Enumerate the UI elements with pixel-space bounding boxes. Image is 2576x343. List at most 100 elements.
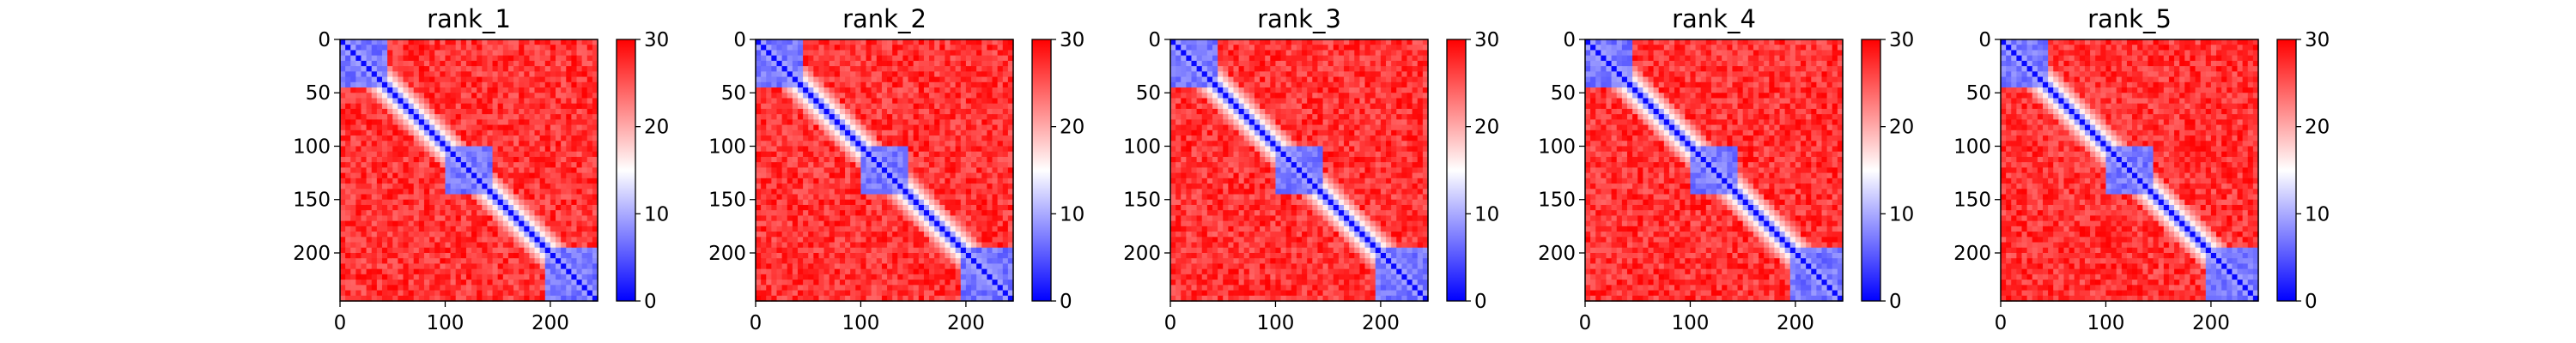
heatmap-cell xyxy=(871,172,878,179)
heatmap-cell xyxy=(539,81,546,88)
heatmap-cell xyxy=(502,268,509,275)
heatmap-cell xyxy=(913,252,920,259)
heatmap-cell xyxy=(902,215,909,222)
heatmap-cell xyxy=(960,199,967,206)
heatmap-cell xyxy=(392,108,398,115)
heatmap-cell xyxy=(939,55,946,62)
heatmap-cell xyxy=(902,39,909,45)
heatmap-cell xyxy=(992,258,999,265)
heatmap-cell xyxy=(376,87,383,93)
heatmap-cell xyxy=(482,162,489,168)
heatmap-cell xyxy=(376,108,383,115)
heatmap-cell xyxy=(787,290,793,297)
heatmap-cell xyxy=(987,226,993,232)
heatmap-cell xyxy=(556,146,562,153)
heatmap-cell xyxy=(497,184,504,190)
heatmap-cell xyxy=(376,184,383,190)
heatmap-cell xyxy=(929,215,935,222)
heatmap-cell xyxy=(945,45,951,51)
heatmap-cell xyxy=(1002,71,1009,78)
heatmap-cell xyxy=(908,274,914,280)
heatmap-cell xyxy=(797,232,804,238)
heatmap-cell xyxy=(771,204,778,211)
heatmap-cell xyxy=(776,290,783,297)
heatmap-cell xyxy=(487,295,494,302)
heatmap-cell xyxy=(881,204,888,211)
heatmap-cell xyxy=(398,71,404,78)
heatmap-cell xyxy=(529,129,536,136)
heatmap-cell xyxy=(981,189,987,196)
heatmap-cell xyxy=(361,290,368,297)
heatmap-cell xyxy=(866,87,872,93)
heatmap-cell xyxy=(592,55,598,62)
heatmap-cell xyxy=(1265,39,1271,45)
heatmap-cell xyxy=(876,114,883,120)
heatmap-cell xyxy=(529,151,536,158)
heatmap-cell xyxy=(592,194,598,201)
heatmap-cell xyxy=(534,45,541,51)
heatmap-cell xyxy=(945,242,951,249)
heatmap-cell xyxy=(492,45,499,51)
heatmap-cell xyxy=(913,220,920,227)
heatmap-cell xyxy=(918,247,925,254)
heatmap-cell xyxy=(834,81,841,88)
heatmap-cell xyxy=(950,146,957,153)
heatmap-cell xyxy=(592,146,598,153)
heatmap-cell xyxy=(571,124,578,131)
heatmap-cell xyxy=(550,151,556,158)
heatmap-cell xyxy=(345,50,351,57)
heatmap-cell xyxy=(529,146,536,153)
heatmap-cell xyxy=(787,141,793,147)
heatmap-cell xyxy=(803,81,809,88)
heatmap-cell xyxy=(771,172,778,179)
heatmap-cell xyxy=(871,215,878,222)
heatmap-cell xyxy=(1007,184,1014,190)
heatmap-cell xyxy=(923,151,930,158)
heatmap-cell xyxy=(860,184,867,190)
heatmap-cell xyxy=(834,199,841,206)
heatmap-cell xyxy=(965,178,972,184)
heatmap-cell xyxy=(971,146,977,153)
heatmap-cell xyxy=(908,129,914,136)
heatmap-cell xyxy=(465,210,472,216)
heatmap-cell xyxy=(345,151,351,158)
heatmap-cell xyxy=(818,290,825,297)
heatmap-cell xyxy=(1206,39,1213,45)
heatmap-cell xyxy=(950,167,957,174)
heatmap-cell xyxy=(571,141,578,147)
heatmap-cell xyxy=(776,141,783,147)
heatmap-cell xyxy=(834,274,841,280)
heatmap-cell xyxy=(371,290,378,297)
heatmap-cell xyxy=(465,285,472,292)
heatmap-cell xyxy=(361,242,368,249)
heatmap-cell xyxy=(398,66,404,72)
heatmap-cell xyxy=(987,252,993,259)
heatmap-cell xyxy=(887,258,893,265)
heatmap-cell xyxy=(876,146,883,153)
heatmap-cell xyxy=(771,93,778,99)
heatmap-cell xyxy=(544,81,551,88)
heatmap-cell xyxy=(586,285,593,292)
heatmap-cell xyxy=(387,280,393,286)
heatmap-cell xyxy=(766,71,772,78)
heatmap-cell xyxy=(592,129,598,136)
heatmap-cell xyxy=(818,135,825,141)
heatmap-cell xyxy=(524,151,531,158)
heatmap-cell xyxy=(855,167,862,174)
heatmap-cell xyxy=(939,167,946,174)
heatmap-cell xyxy=(376,232,383,238)
heatmap-cell xyxy=(797,93,804,99)
heatmap-cell xyxy=(818,210,825,216)
heatmap-cell xyxy=(408,81,415,88)
heatmap-cell xyxy=(965,45,972,51)
heatmap-cell xyxy=(913,103,920,110)
heatmap-cell xyxy=(876,81,883,88)
heatmap-cell xyxy=(823,98,830,105)
heatmap-cell xyxy=(881,108,888,115)
heatmap-cell xyxy=(376,93,383,99)
heatmap-cell xyxy=(418,258,425,265)
heatmap-cell xyxy=(971,129,977,136)
heatmap-cell xyxy=(771,71,778,78)
heatmap-cell xyxy=(492,66,499,72)
heatmap-cell xyxy=(866,151,872,158)
